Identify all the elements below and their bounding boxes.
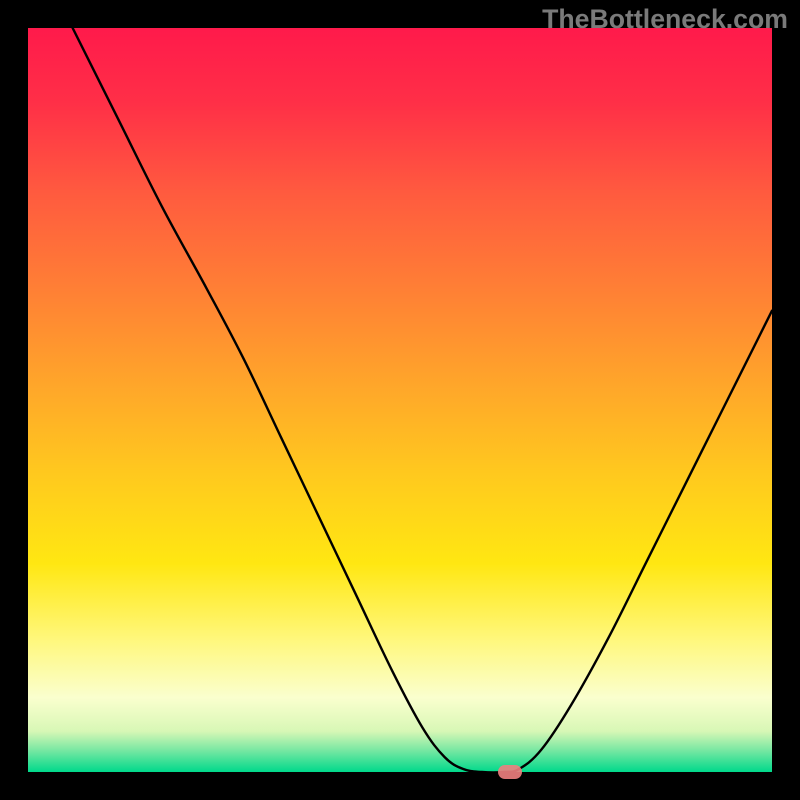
plot-background-gradient [28, 28, 772, 772]
chart-frame: TheBottleneck.com [0, 0, 800, 800]
optimum-marker [498, 765, 522, 779]
bottleneck-plot [28, 28, 772, 772]
